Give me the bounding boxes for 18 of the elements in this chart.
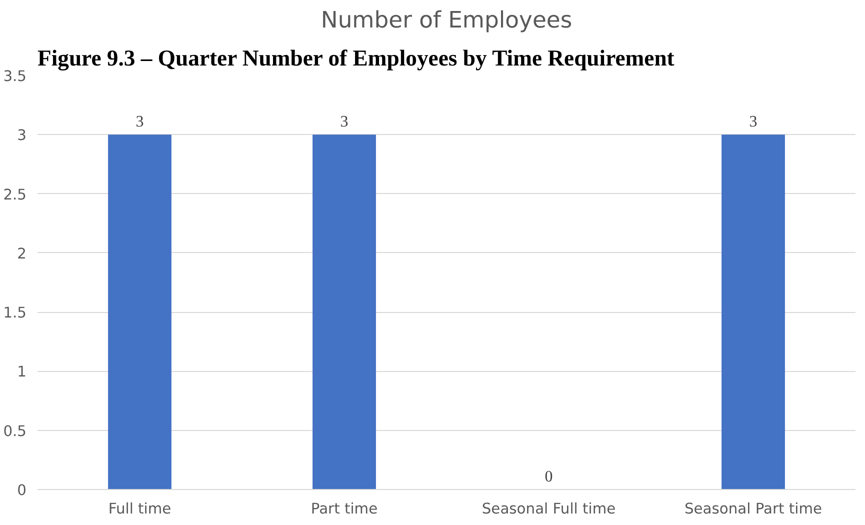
x-tick-label: Part time [310,500,378,518]
x-tick-label: Full time [108,500,172,518]
data-label: 3 [749,114,758,131]
y-tick-label: 3.5 [3,68,27,85]
data-label: 3 [136,114,144,131]
y-tick-label: 0.5 [3,422,27,440]
y-tick-label: 3 [17,127,27,144]
data-label: 3 [340,114,348,131]
y-tick-label: 2.5 [3,186,27,204]
data-label: 0 [544,468,553,486]
y-tick-label: 0 [17,482,27,499]
y-tick-label: 2 [17,245,27,262]
chart-title: Number of Employees [320,8,572,34]
x-tick-label: Seasonal Full time [482,500,616,518]
x-tick-label: Seasonal Part time [684,500,822,518]
y-tick-label: 1 [17,364,27,381]
caption: Figure 9.3 – Quarter Number of Employees by Time Requirement [38,46,675,70]
y-tick-label: 1.5 [3,304,27,322]
